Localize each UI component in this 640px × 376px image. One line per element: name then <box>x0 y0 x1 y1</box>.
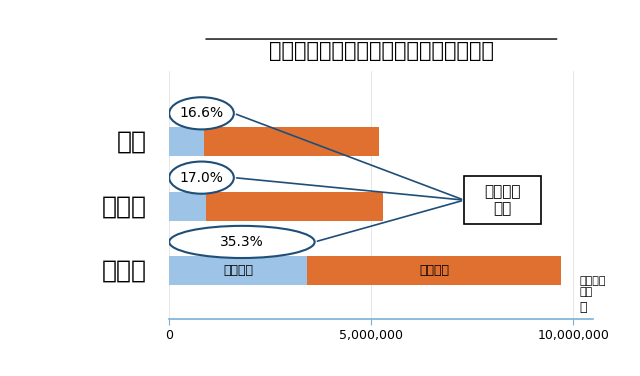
Bar <box>205 192 383 221</box>
Bar <box>307 256 561 285</box>
Bar <box>204 127 380 156</box>
Text: 国内生産
比率: 国内生産 比率 <box>484 184 521 216</box>
Text: 世界生産
台数: 世界生産 台数 <box>579 276 606 297</box>
Text: 35.3%: 35.3% <box>220 235 264 249</box>
Bar <box>169 192 205 221</box>
Ellipse shape <box>169 226 315 258</box>
Bar <box>169 256 307 285</box>
FancyBboxPatch shape <box>464 176 541 224</box>
Ellipse shape <box>169 162 234 194</box>
Text: 台: 台 <box>579 301 587 314</box>
Ellipse shape <box>169 97 234 129</box>
Text: 海外生産: 海外生産 <box>419 264 449 277</box>
Text: 16.6%: 16.6% <box>179 106 223 120</box>
Title: （図１）世界生産の内、国内生産分は？: （図１）世界生産の内、国内生産分は？ <box>269 41 494 61</box>
Text: ホンダ: ホンダ <box>102 194 147 218</box>
Bar <box>169 127 204 156</box>
Text: トヨタ: トヨタ <box>102 259 147 282</box>
Text: 17.0%: 17.0% <box>180 171 223 185</box>
Text: 国内生産: 国内生産 <box>223 264 253 277</box>
Text: 日産: 日産 <box>117 130 147 154</box>
